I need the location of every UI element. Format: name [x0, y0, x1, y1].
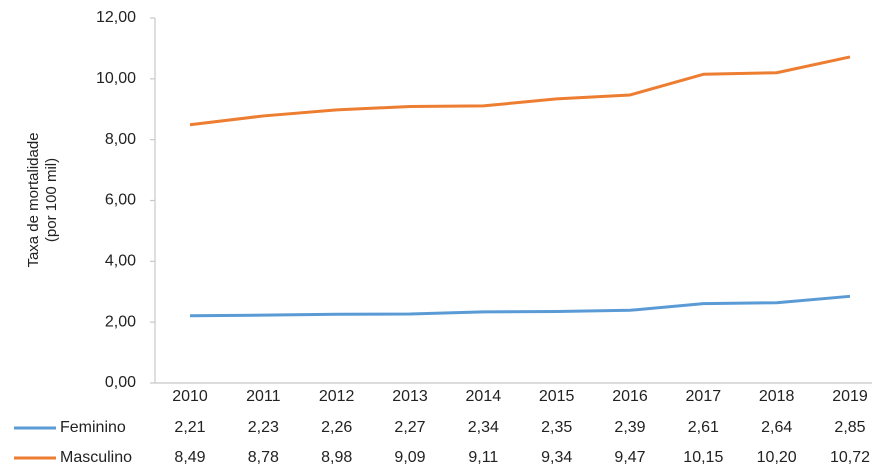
- y-tick-label: 10,00: [96, 70, 136, 87]
- data-table-value: 2,26: [321, 419, 352, 436]
- x-tick-label: 2016: [612, 388, 648, 405]
- data-table-value: 8,49: [174, 449, 205, 466]
- data-table-value: 2,39: [614, 419, 645, 436]
- series-line: [189, 294, 851, 318]
- legend-label: Masculino: [60, 449, 132, 466]
- x-tick-label: 2018: [759, 388, 795, 405]
- data-table-value: 2,27: [394, 419, 425, 436]
- y-tick-label: 2,00: [105, 313, 136, 330]
- data-table-value: 8,98: [321, 449, 352, 466]
- x-tick-label: 2014: [466, 388, 502, 405]
- y-tick-label: 12,00: [96, 9, 136, 26]
- data-table-value: 2,35: [541, 419, 572, 436]
- data-table-value: 8,78: [248, 449, 279, 466]
- data-table-value: 2,85: [834, 419, 865, 436]
- series-line: [189, 55, 851, 127]
- y-axis-title: Taxa de mortalidade (por 100 mil): [25, 132, 60, 267]
- data-table-value: 9,11: [468, 449, 498, 466]
- data-table-value: 2,61: [688, 419, 719, 436]
- y-tick-label: 8,00: [105, 131, 136, 148]
- y-tick-label: 4,00: [105, 253, 136, 270]
- data-table-value: 9,09: [394, 449, 425, 466]
- data-table-value: 2,64: [761, 419, 792, 436]
- data-table-value: 2,23: [248, 419, 279, 436]
- x-tick-label: 2017: [686, 388, 722, 405]
- data-table-value: 9,34: [541, 449, 572, 466]
- y-axis-title-line: Taxa de mortalidade: [25, 132, 42, 267]
- x-tick-label: 2015: [539, 388, 575, 405]
- data-table-value: 10,15: [683, 449, 723, 466]
- data-table-value: 9,47: [614, 449, 645, 466]
- x-tick-label: 2013: [392, 388, 428, 405]
- data-table-value: 2,34: [468, 419, 499, 436]
- x-tick-label: 2012: [319, 388, 355, 405]
- data-table-value: 10,72: [830, 449, 870, 466]
- x-tick-label: 2019: [832, 388, 868, 405]
- x-tick-label: 2011: [246, 388, 281, 405]
- y-tick-label: 6,00: [105, 192, 136, 209]
- y-tick-label: 0,00: [105, 374, 136, 391]
- legend-label: Feminino: [60, 419, 126, 436]
- y-axis-title-line: (por 100 mil): [43, 158, 60, 242]
- data-table-value: 10,20: [757, 449, 797, 466]
- x-tick-label: 2010: [172, 388, 208, 405]
- data-table-value: 2,21: [174, 419, 205, 436]
